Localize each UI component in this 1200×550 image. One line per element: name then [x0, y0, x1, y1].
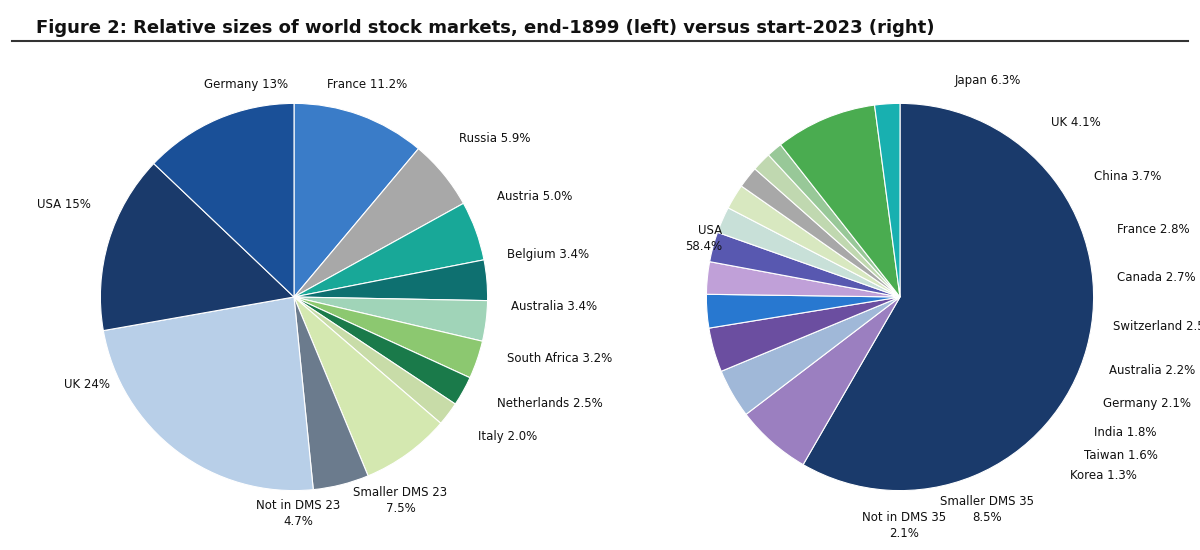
Text: Canada 2.7%: Canada 2.7%	[1117, 271, 1195, 284]
Text: USA 15%: USA 15%	[37, 197, 91, 211]
Wedge shape	[294, 297, 482, 378]
Text: China 3.7%: China 3.7%	[1093, 170, 1160, 184]
Wedge shape	[707, 294, 900, 328]
Text: Australia 2.2%: Australia 2.2%	[1109, 364, 1195, 377]
Text: Belgium 3.4%: Belgium 3.4%	[506, 248, 589, 261]
Text: UK 4.1%: UK 4.1%	[1051, 116, 1100, 129]
Text: Germany 13%: Germany 13%	[204, 78, 288, 91]
Wedge shape	[101, 163, 294, 331]
Wedge shape	[742, 169, 900, 297]
Wedge shape	[294, 103, 419, 297]
Text: France 11.2%: France 11.2%	[328, 78, 408, 91]
Wedge shape	[103, 297, 313, 491]
Text: France 2.8%: France 2.8%	[1117, 223, 1189, 236]
Wedge shape	[294, 204, 484, 297]
Wedge shape	[707, 262, 900, 297]
Wedge shape	[780, 105, 900, 297]
Wedge shape	[721, 297, 900, 414]
Wedge shape	[294, 297, 440, 476]
Wedge shape	[294, 297, 368, 490]
Wedge shape	[294, 297, 487, 341]
Wedge shape	[746, 297, 900, 465]
Wedge shape	[718, 208, 900, 297]
Wedge shape	[709, 297, 900, 371]
Text: Italy 2.0%: Italy 2.0%	[478, 430, 538, 443]
Wedge shape	[709, 232, 900, 297]
Text: Austria 5.0%: Austria 5.0%	[497, 190, 572, 203]
Wedge shape	[294, 148, 463, 297]
Text: South Africa 3.2%: South Africa 3.2%	[506, 353, 612, 365]
Text: Not in DMS 35
2.1%: Not in DMS 35 2.1%	[862, 511, 946, 540]
Text: Smaller DMS 35
8.5%: Smaller DMS 35 8.5%	[940, 496, 1034, 525]
Text: Korea 1.3%: Korea 1.3%	[1070, 469, 1138, 482]
Wedge shape	[154, 103, 294, 297]
Text: Not in DMS 23
4.7%: Not in DMS 23 4.7%	[256, 499, 340, 529]
Text: Russia 5.9%: Russia 5.9%	[458, 132, 530, 145]
Text: Germany 2.1%: Germany 2.1%	[1103, 397, 1192, 410]
Text: Japan 6.3%: Japan 6.3%	[954, 74, 1020, 87]
Wedge shape	[294, 260, 487, 301]
Text: USA
58.4%: USA 58.4%	[685, 224, 722, 254]
Text: Australia 3.4%: Australia 3.4%	[511, 300, 596, 313]
Text: Smaller DMS 23
7.5%: Smaller DMS 23 7.5%	[354, 486, 448, 515]
Text: Figure 2: Relative sizes of world stock markets, end-1899 (left) versus start-20: Figure 2: Relative sizes of world stock …	[36, 19, 935, 37]
Text: Netherlands 2.5%: Netherlands 2.5%	[497, 397, 604, 410]
Text: Taiwan 1.6%: Taiwan 1.6%	[1084, 449, 1158, 462]
Wedge shape	[294, 297, 455, 424]
Wedge shape	[728, 186, 900, 297]
Text: Switzerland 2.5%: Switzerland 2.5%	[1112, 320, 1200, 333]
Wedge shape	[875, 103, 900, 297]
Wedge shape	[755, 155, 900, 297]
Wedge shape	[294, 297, 470, 404]
Text: India 1.8%: India 1.8%	[1093, 426, 1156, 439]
Wedge shape	[768, 145, 900, 297]
Wedge shape	[803, 103, 1093, 491]
Text: UK 24%: UK 24%	[64, 378, 110, 390]
